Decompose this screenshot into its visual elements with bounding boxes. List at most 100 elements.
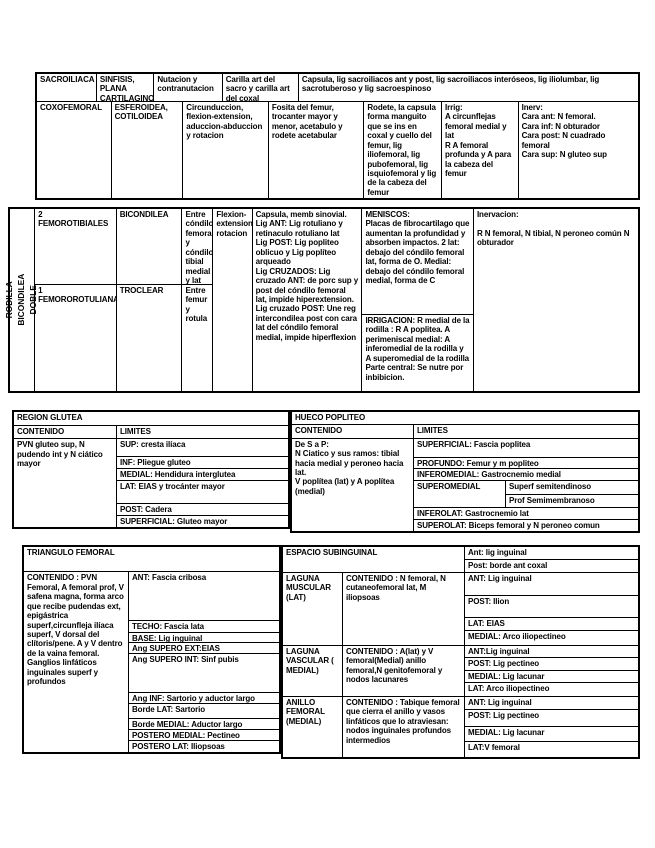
triangulo-base: BASE: Lig inguinal — [129, 633, 279, 644]
laguna-muscular-limites: ANT: Lig inguinal POST: Ilion LAT: EIAS … — [465, 573, 638, 645]
anillo-femoral-label: ANILLO FEMORAL (MEDIAL) — [283, 697, 343, 757]
coxofemoral-inervacion-cell: Inerv: Cara ant: N femoral. Cara inf: N … — [521, 102, 607, 160]
hueco-limit-superolat: SUPEROLAT: Biceps femoral y N peroneo co… — [417, 521, 600, 531]
laguna-muscular-ant: ANT: Lig inguinal — [465, 573, 638, 596]
coxofemoral-surfaces-cell: Fosita del femur, trocanter mayor y meno… — [269, 101, 365, 198]
subinguinal-antpost-column: Ant: lig inguinal Post: borde ant coxal — [465, 547, 638, 572]
sacroiliaca-type-cell: SINFISIS, PLANA CARTILAGINOSA — [97, 74, 155, 101]
anillo-femoral-post: POST: Lig pectineo — [465, 710, 638, 727]
hueco-superomedial-superf: Superf semitendinoso — [506, 481, 638, 496]
glutea-limit-post: POST: Cadera — [117, 504, 288, 517]
hueco-popliteo-title: HUECO POPLITEO — [292, 412, 638, 426]
glutea-limites-column: SUP: cresta ilíaca INF: Pliegue gluteo M… — [117, 439, 288, 527]
triangulo-ang-supero-int: Ang SUPERO INT: Sinf pubis — [129, 654, 279, 693]
laguna-muscular-lat: LAT: EIAS — [465, 618, 638, 631]
coxofemoral-movement-cell: Circunduccion, flexion-extension, aducci… — [183, 101, 269, 198]
hueco-limit-profundo: PROFUNDO: Femur y m popliteo — [414, 458, 638, 470]
glutea-limit-medial: MEDIAL: Hendidura interglutea — [117, 469, 288, 482]
subinguinal-ant-cell: Ant: lig inguinal — [465, 547, 638, 560]
row-laguna-vascular: LAGUNA VASCULAR ( MEDIAL) CONTENIDO : A(… — [283, 646, 638, 697]
rodilla-side-label: RODILLA BICONDILEA DOBLE — [4, 273, 38, 326]
subinguinal-body: LAGUNA MUSCULAR (LAT) CONTENIDO : N femo… — [283, 573, 638, 757]
triangulo-postero-lat: POSTERO LAT: Iliopsoas — [132, 741, 225, 751]
coxofemoral-ligaments-cell: Rodete, la capsula forma manguito que se… — [364, 101, 442, 198]
table-articulaciones: SACROILIACA SINFISIS, PLANA CARTILAGINOS… — [35, 72, 640, 200]
laguna-vascular-label: LAGUNA VASCULAR ( MEDIAL) — [283, 646, 343, 696]
laguna-vascular-post: POST: Lig pectineo — [465, 658, 638, 671]
triangulo-borde-lat: Borde LAT: Sartorio — [129, 704, 279, 720]
region-glutea-header-row: CONTENIDO LIMITES — [14, 425, 288, 440]
anillo-femoral-medial: MEDIAL: Lig lacunar — [465, 727, 638, 742]
rodilla-side-label-cell: RODILLA BICONDILEA DOBLE — [4, 209, 38, 391]
glutea-contenido-cell: PVN gluteo sup, N pudendo int y N ciátic… — [14, 439, 117, 527]
triangulo-techo: TECHO: Fascia lata — [129, 621, 279, 633]
hueco-contenido-header: CONTENIDO — [292, 425, 414, 438]
glutea-limit-lat: LAT: EIAS y trocánter mayor — [117, 481, 288, 505]
hueco-body: De S a P: N Ciatico y sus ramos: tibial … — [292, 438, 638, 531]
sacroiliaca-movement-cell: Nutacion y contranutacion — [154, 74, 223, 101]
triangulo-contenido-cell: CONTENIDO : PVN Femoral, A femoral prof,… — [24, 572, 129, 752]
table-triangulo-femoral: TRIANGULO FEMORAL CONTENIDO : PVN Femora… — [22, 545, 281, 754]
sacroiliaca-surfaces-cell: Carilla art del sacro y carilla art del … — [223, 74, 299, 101]
triangulo-postero-medial: POSTERO MEDIAL: Pectineo — [129, 730, 279, 741]
hueco-superomedial-label: SUPEROMEDIAL — [414, 481, 506, 507]
rodilla-type-column: BICONDILEA TROCLEAR — [116, 209, 183, 391]
rodilla-articulation-column: 2 FEMOROTIBIALES 1 FEMOROROTULIANA — [35, 209, 117, 391]
laguna-vascular-lat: LAT: Arco iliopectineo — [468, 684, 550, 693]
femorotibiales-between-cell: Entre cóndilo femoral y cóndilo tibial m… — [182, 209, 213, 285]
triangulo-title: TRIANGULO FEMORAL — [24, 547, 279, 573]
femororotuliana-between-cell: Entre femur y rotula — [185, 286, 208, 324]
rodilla-irrigacion-cell: IRRIGACION: R medial de la rodilla : R A… — [365, 316, 470, 382]
subinguinal-header-row: ESPACIO SUBINGUINAL Ant: lig inguinal Po… — [283, 547, 638, 573]
hueco-limit-inferomedial: INFEROMEDIAL: Gastrocnemio medial — [414, 469, 638, 482]
rodilla-between-column: Entre cóndilo femoral y cóndilo tibial m… — [182, 209, 214, 391]
rodilla-movement-cell: Flexion-extension rotacion — [216, 210, 252, 238]
glutea-contenido-header: CONTENIDO — [14, 425, 117, 439]
laguna-muscular-medial: MEDIAL: Arco iliopectineo — [468, 632, 566, 641]
sacroiliaca-name-cell: SACROILIACA — [37, 74, 97, 101]
row-anillo-femoral: ANILLO FEMORAL (MEDIAL) CONTENIDO : Tabi… — [283, 697, 638, 757]
coxofemoral-irrigacion-cell: Irrig: A circunflejas femoral medial y l… — [442, 101, 519, 198]
anillo-femoral-ant: ANT: Lig inguinal — [465, 697, 638, 710]
hueco-contenido-cell: De S a P: N Ciatico y sus ramos: tibial … — [292, 438, 414, 531]
triangulo-borde-medial: Borde MEDIAL: Aductor largo — [129, 719, 279, 731]
rodilla-meniscos-column: MENISCOS: Placas de fibrocartilago que a… — [362, 209, 474, 391]
rodilla-capsule-column: Capsula, memb sinovial. Lig ANT: Lig rot… — [253, 209, 363, 391]
region-glutea-title: REGION GLUTEA — [14, 412, 288, 426]
coxofemoral-name-cell: COXOFEMORAL — [37, 101, 112, 198]
rodilla-movement-column: Flexion-extension rotacion — [213, 209, 253, 391]
laguna-muscular-post: POST: Ilion — [465, 596, 638, 618]
laguna-vascular-contenido: CONTENIDO : A(lat) y V femoral(Medial) a… — [343, 646, 465, 696]
table-hueco-popliteo: HUECO POPLITEO CONTENIDO LIMITES De S a … — [290, 410, 640, 533]
glutea-limites-header: LIMITES — [120, 426, 151, 436]
table-rodilla: RODILLA BICONDILEA DOBLE 2 FEMOROTIBIALE… — [4, 207, 640, 393]
hueco-header-row: CONTENIDO LIMITES — [292, 425, 638, 439]
row-sacroiliaca: SACROILIACA SINFISIS, PLANA CARTILAGINOS… — [37, 74, 638, 102]
table-espacio-subinguinal: ESPACIO SUBINGUINAL Ant: lig inguinal Po… — [281, 545, 640, 759]
laguna-muscular-contenido: CONTENIDO : N femoral, N cutaneofemoral … — [343, 573, 465, 645]
hueco-limites-column: SUPERFICIAL: Fascia poplitea PROFUNDO: F… — [414, 439, 638, 531]
row-laguna-muscular: LAGUNA MUSCULAR (LAT) CONTENIDO : N femo… — [283, 573, 638, 646]
row-coxofemoral: COXOFEMORAL ESFEROIDEA, COTILOIDEA Circu… — [37, 101, 638, 198]
rodilla-meniscos-cell: MENISCOS: Placas de fibrocartilago que a… — [362, 209, 473, 315]
anillo-femoral-limites: ANT: Lig inguinal POST: Lig pectineo MED… — [465, 697, 638, 757]
femororotuliana-type-cell: TROCLEAR — [119, 286, 164, 295]
rodilla-inervacion-cell: Inervacion: R N femoral, N tibial, N per… — [476, 210, 630, 248]
hueco-superomedial-sub-column: Superf semitendinoso Prof Semimembranoso — [506, 481, 638, 506]
femorotibiales-type-cell: BICONDILEA — [116, 209, 182, 285]
anillo-femoral-contenido: CONTENIDO : Tabique femoral que cierra e… — [343, 697, 465, 757]
glutea-limit-superficial: SUPERFICIAL: Gluteo mayor — [120, 517, 228, 527]
triangulo-ang-supero-ext: Ang SUPERO EXT:EIAS — [129, 643, 279, 655]
rodilla-inervacion-column: Inervacion: R N femoral, N tibial, N per… — [474, 209, 638, 391]
hueco-limites-header: LIMITES — [417, 426, 448, 436]
subinguinal-title: ESPACIO SUBINGUINAL — [283, 547, 465, 572]
triangulo-ant: ANT: Fascia cribosa — [129, 572, 279, 621]
rodilla-capsule-cell: Capsula, memb sinovial. Lig ANT: Lig rot… — [255, 210, 359, 342]
anillo-femoral-lat: LAT:V femoral — [468, 743, 520, 752]
hueco-limit-superficial: SUPERFICIAL: Fascia poplitea — [414, 439, 638, 458]
hueco-superomedial-prof: Prof Semimembranoso — [509, 496, 595, 506]
glutea-limit-inf: INF: Pliegue gluteo — [117, 457, 288, 469]
coxofemoral-type-cell: ESFEROIDEA, COTILOIDEA — [112, 101, 184, 198]
region-glutea-body: PVN gluteo sup, N pudendo int y N ciátic… — [14, 439, 288, 527]
